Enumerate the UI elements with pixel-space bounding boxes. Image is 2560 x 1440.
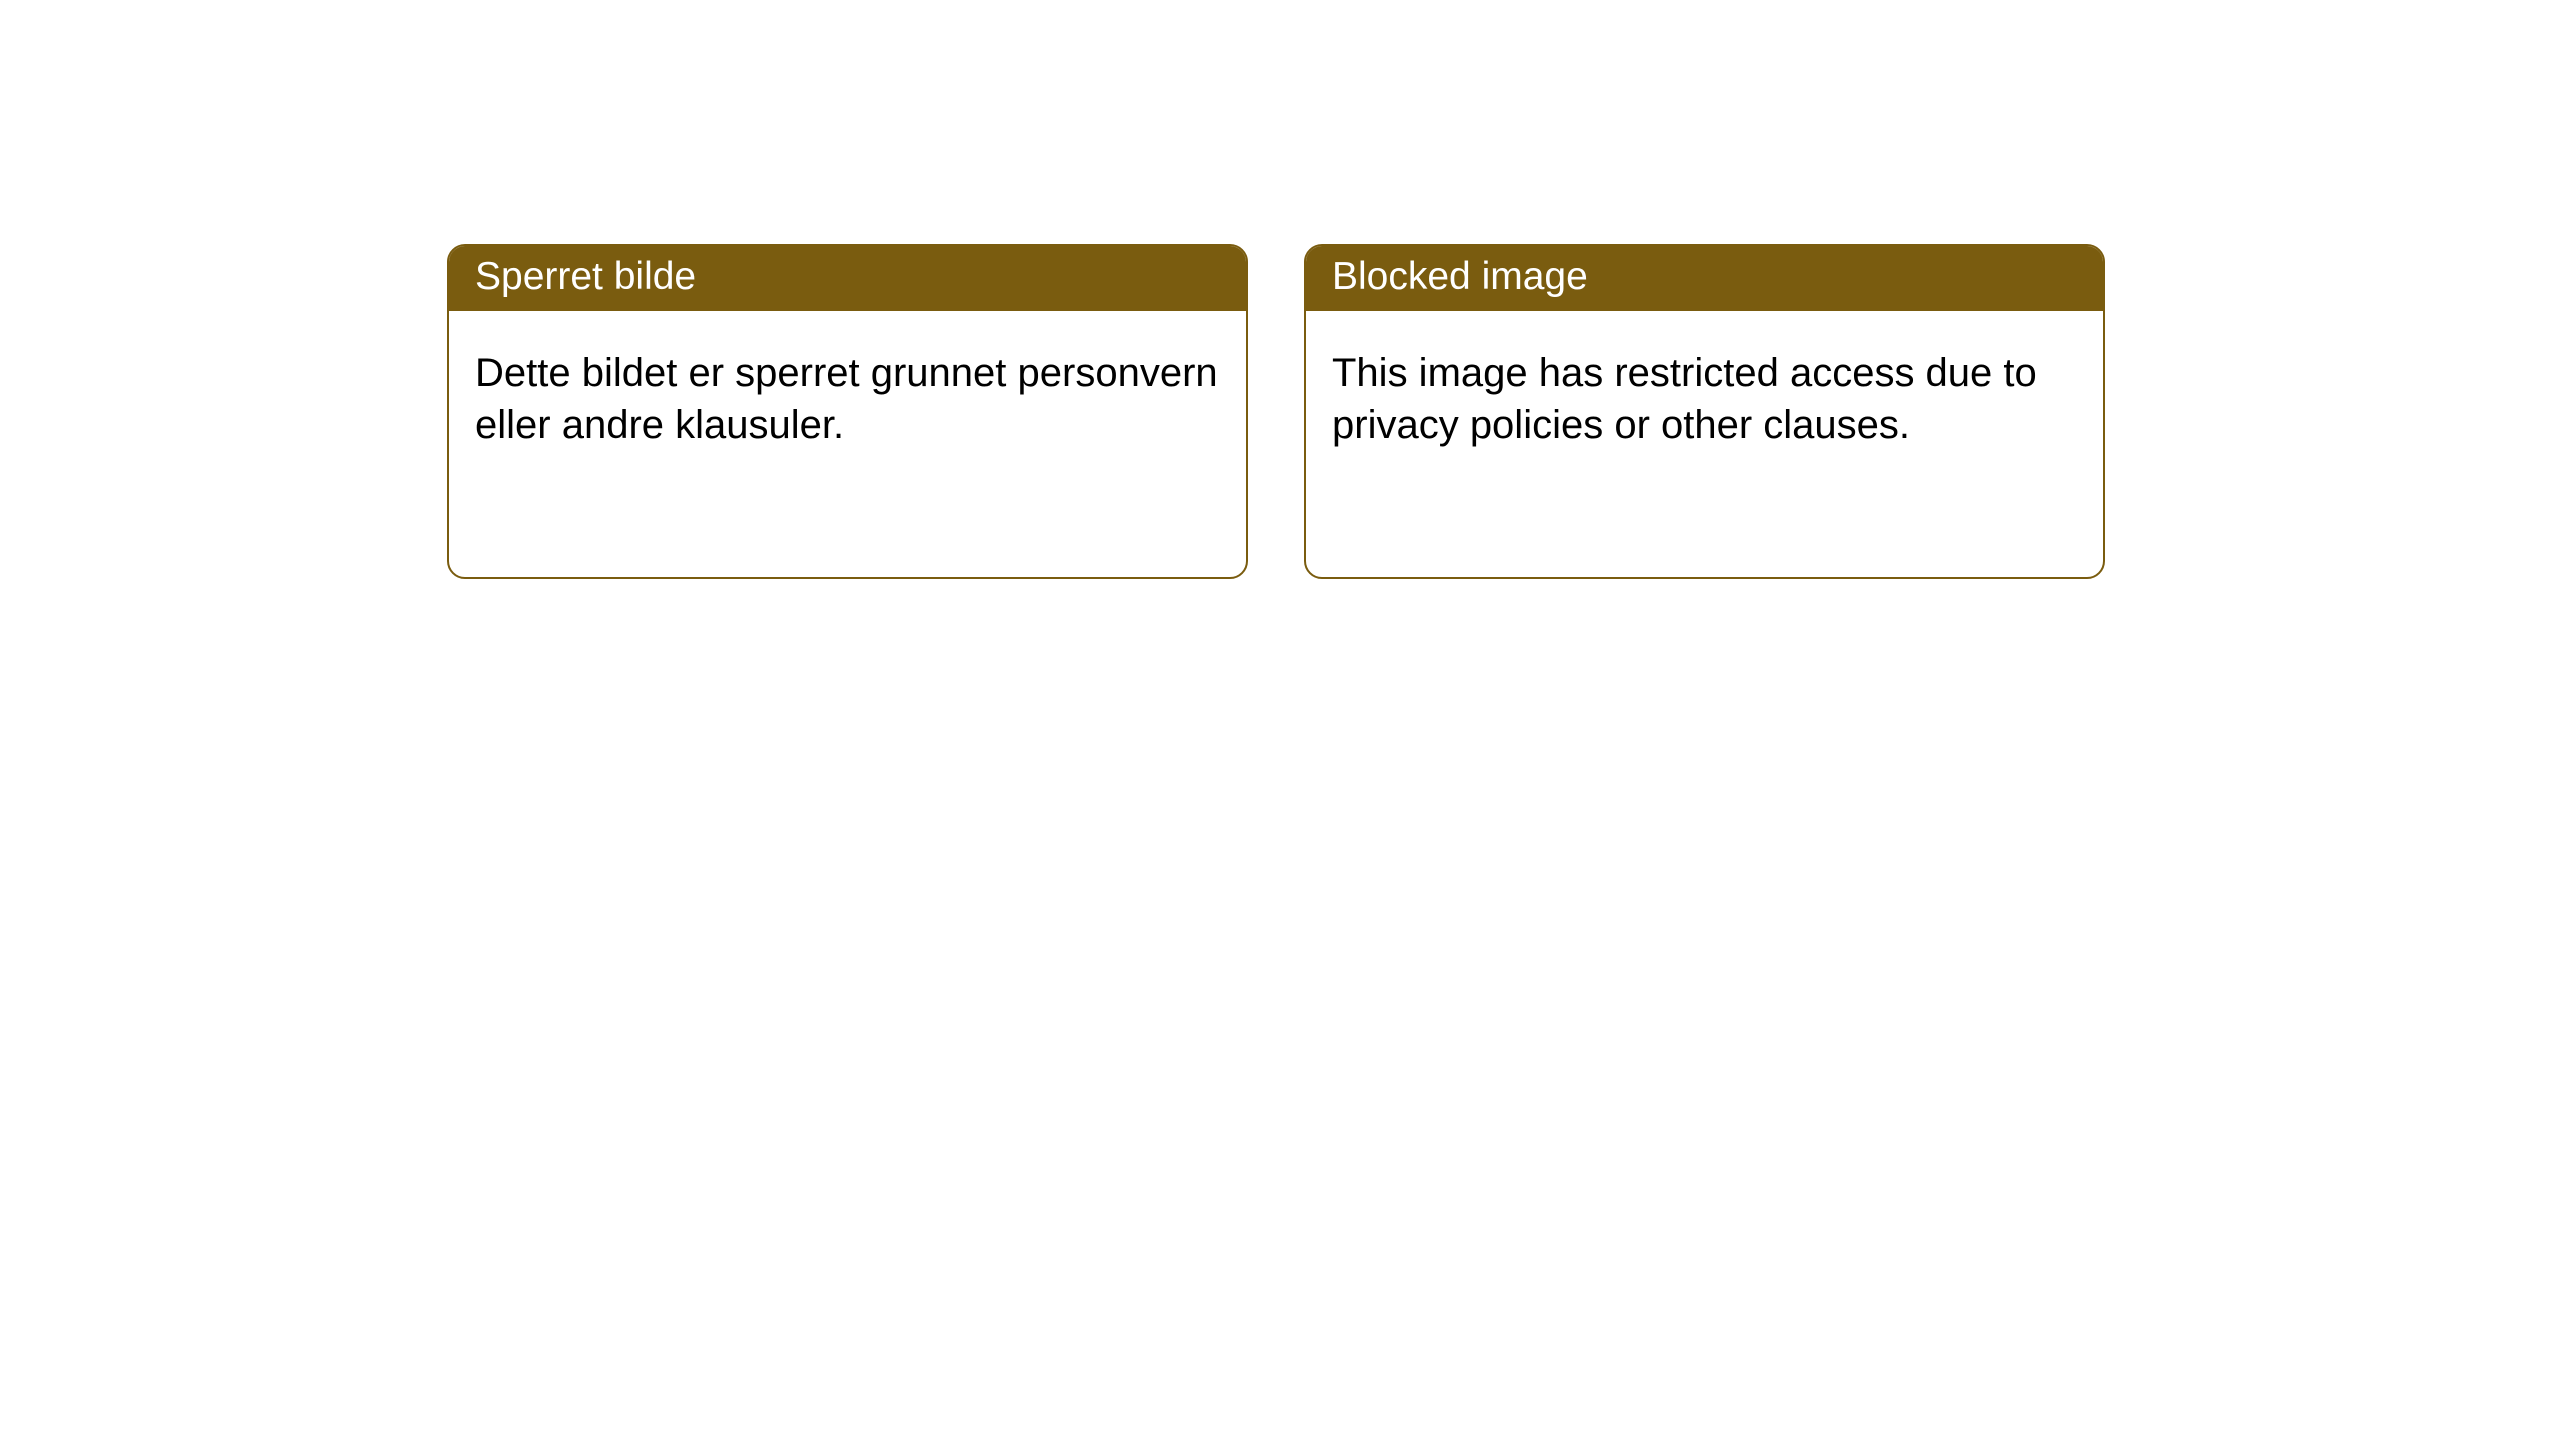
notice-title: Blocked image [1332,255,1588,298]
notice-title: Sperret bilde [475,255,696,298]
notice-box-norwegian: Sperret bilde Dette bildet er sperret gr… [447,244,1248,579]
notice-box-english: Blocked image This image has restricted … [1304,244,2105,579]
notice-header: Sperret bilde [449,246,1246,311]
notice-header: Blocked image [1306,246,2103,311]
notice-body: Dette bildet er sperret grunnet personve… [449,311,1246,477]
notice-body-text: This image has restricted access due to … [1332,351,2037,447]
notices-container: Sperret bilde Dette bildet er sperret gr… [0,0,2560,579]
notice-body: This image has restricted access due to … [1306,311,2103,477]
notice-body-text: Dette bildet er sperret grunnet personve… [475,351,1218,447]
